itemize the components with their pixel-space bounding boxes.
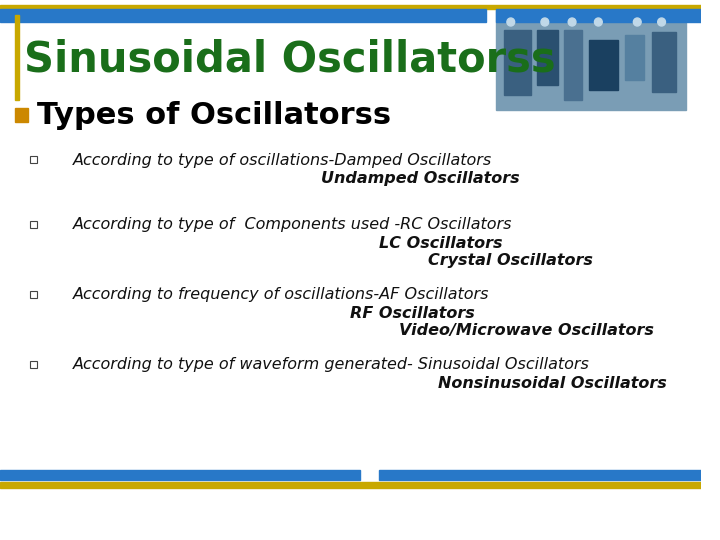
Circle shape	[634, 18, 641, 26]
Text: Undamped Oscillators: Undamped Oscillators	[321, 171, 520, 186]
Text: Crystal Oscillators: Crystal Oscillators	[428, 253, 593, 268]
Bar	[0, 482, 701, 488]
Bar	[589, 40, 618, 90]
Bar	[30, 361, 37, 368]
Bar	[564, 30, 582, 100]
Text: According to frequency of oscillations-AF Oscillators: According to frequency of oscillations-A…	[73, 287, 490, 302]
Bar	[14, 108, 28, 122]
Bar	[504, 30, 531, 95]
Text: Nonsinusoidal Oscillators: Nonsinusoidal Oscillators	[438, 375, 667, 390]
Bar	[625, 35, 644, 80]
Bar	[379, 470, 701, 480]
Text: According to type of oscillations-Damped Oscillators: According to type of oscillations-Damped…	[73, 152, 492, 167]
Text: According to type of waveform generated- Sinusoidal Oscillators: According to type of waveform generated-…	[73, 357, 590, 373]
Text: LC Oscillators: LC Oscillators	[379, 235, 503, 251]
Circle shape	[595, 18, 602, 26]
Bar	[0, 470, 360, 480]
Circle shape	[507, 18, 515, 26]
Circle shape	[568, 18, 576, 26]
Circle shape	[657, 18, 665, 26]
Bar	[0, 5, 701, 9]
Bar	[0, 9, 487, 22]
Bar	[496, 10, 686, 110]
Text: Video/Microwave Oscillators: Video/Microwave Oscillators	[399, 323, 654, 339]
Bar	[652, 32, 676, 92]
Text: According to type of  Components used -RC Oscillators: According to type of Components used -RC…	[73, 218, 513, 233]
Bar	[30, 156, 37, 163]
Bar	[537, 30, 559, 85]
Bar	[14, 15, 19, 100]
Text: Sinusoidal Oscillatorss: Sinusoidal Oscillatorss	[24, 39, 556, 81]
Bar	[30, 291, 37, 298]
Text: Types of Oscillatorss: Types of Oscillatorss	[37, 100, 391, 130]
Bar	[30, 220, 37, 227]
Text: RF Oscillators: RF Oscillators	[350, 306, 475, 321]
Circle shape	[541, 18, 549, 26]
Bar	[496, 9, 701, 22]
